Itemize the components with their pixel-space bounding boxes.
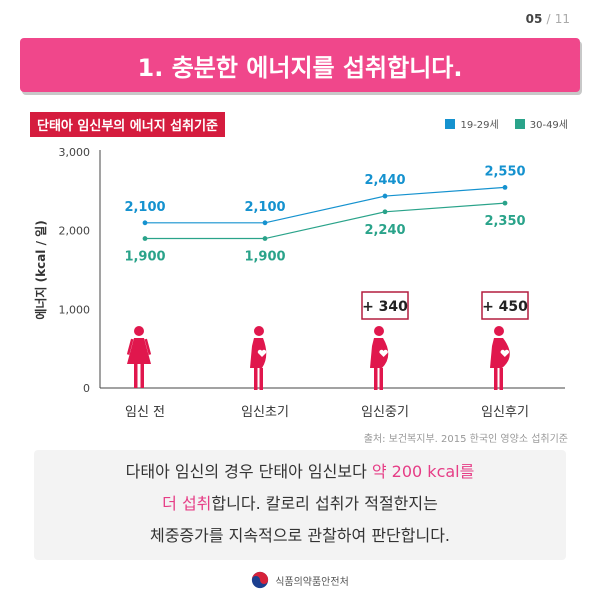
note-line-2-text: 합니다. 칼로리 섭취가 적절한지는 (211, 494, 438, 513)
note-line-3: 체중증가를 지속적으로 관찰하여 판단합니다. (149, 526, 451, 545)
series-point-0 (262, 220, 268, 226)
series-point-1 (262, 236, 268, 241)
note-box: 다태아 임신의 경우 단태아 임신보다 약 200 kcal를 더 섭취합니다.… (34, 450, 566, 560)
series-point-0 (502, 185, 508, 190)
page-total: 11 (554, 12, 570, 26)
data-label-1: 2,240 (364, 223, 405, 238)
legend-label-30-49: 30-49세 (529, 120, 568, 131)
source-note: 출처: 보건복지부. 2015 한국인 영양소 섭취기준 (363, 434, 568, 445)
series-point-1 (502, 200, 508, 206)
note-line-2: 더 섭취합니다. 칼로리 섭취가 적절한지는 (34, 488, 566, 520)
chart-title: 단태아 임신부의 에너지 섭취기준 (30, 112, 226, 137)
woman-figure-icon (126, 326, 152, 388)
page-separator: / (546, 12, 551, 26)
x-tick-label: 임신 전 (125, 405, 165, 420)
footer: 식품의약품안전처 (0, 571, 600, 589)
page-number: 05 / 11 (526, 12, 570, 26)
pregnant-woman-icon (490, 326, 510, 390)
note-line-2-highlight: 더 섭취 (162, 494, 212, 513)
data-label-0: 2,550 (484, 164, 525, 179)
y-tick-label: 1,000 (59, 303, 91, 316)
data-label-0: 2,440 (364, 173, 405, 188)
chart-legend: 19-29세 30-49세 (445, 116, 568, 131)
y-tick-label: 3,000 (59, 146, 91, 159)
data-label-0: 2,100 (244, 200, 285, 215)
series-line-0 (145, 186, 506, 224)
series-point-1 (382, 209, 388, 215)
series-point-1 (142, 236, 148, 241)
pregnant-woman-icon (370, 326, 389, 390)
legend-item-19-29: 19-29세 (445, 116, 499, 131)
addition-box (361, 291, 409, 320)
legend-label-19-29: 19-29세 (460, 120, 499, 131)
legend-swatch-30-49 (514, 118, 525, 129)
data-label-1: 1,900 (124, 250, 165, 265)
series-point-0 (142, 220, 148, 226)
headline-text: 1. 충분한 에너지를 섭취합니다. (137, 53, 463, 82)
y-tick-label: 2,000 (59, 225, 91, 238)
x-tick-label: 임신후기 (481, 405, 529, 420)
y-axis-label: 에너지 (kcal / 일) (33, 220, 48, 319)
y-tick-label: 0 (83, 382, 90, 395)
note-line-1-highlight: 약 200 kcal를 (371, 462, 475, 481)
data-label-0: 2,100 (124, 200, 165, 215)
addition-label: + 450 (482, 299, 528, 315)
page-current: 05 (525, 12, 543, 26)
headline-banner: 1. 충분한 에너지를 섭취합니다. (20, 38, 580, 92)
pregnant-woman-icon (250, 326, 267, 390)
data-label-1: 1,900 (244, 250, 285, 265)
addition-label: + 340 (362, 299, 408, 315)
chart-canvas: 0 1,000 2,000 3,000 에너지 (kcal / 일) 임신 전 임신초기 임신… (33, 146, 565, 420)
note-line-1-text: 다태아 임신의 경우 단태아 임신보다 (125, 462, 372, 481)
footer-org: 식품의약품안전처 (275, 576, 349, 588)
series-line-1 (145, 202, 506, 240)
taegeuk-emblem-icon (252, 571, 269, 589)
addition-box (481, 291, 529, 320)
x-tick-label: 임신중기 (361, 405, 409, 420)
legend-item-30-49: 30-49세 (514, 116, 568, 131)
legend-swatch-19-29 (445, 118, 456, 129)
series-point-0 (382, 193, 388, 199)
x-tick-label: 임신초기 (241, 405, 289, 420)
data-label-1: 2,350 (484, 214, 525, 229)
note-line-1: 다태아 임신의 경우 단태아 임신보다 약 200 kcal를 (34, 456, 566, 488)
